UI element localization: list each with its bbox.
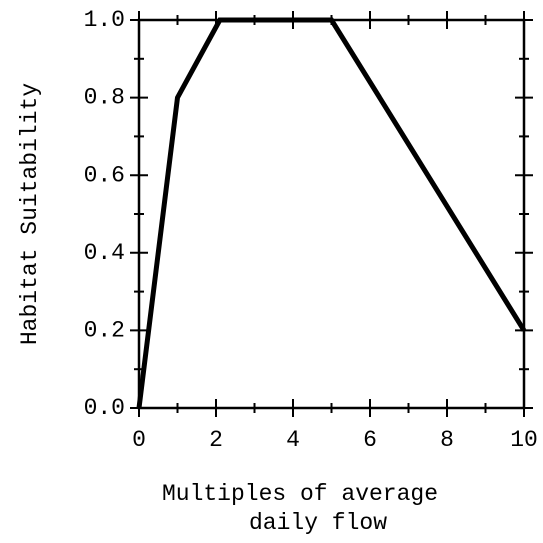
y-tick-label: 0.4: [84, 240, 125, 266]
x-tick-label: 8: [440, 427, 454, 453]
y-tick-label: 0.2: [84, 317, 125, 343]
x-axis-label: daily flow: [249, 510, 387, 536]
x-axis-label: Multiples of average: [162, 481, 438, 507]
x-tick-label: 0: [132, 427, 146, 453]
plot-frame: [137, 18, 526, 410]
data-line: [136, 17, 527, 409]
x-tick-label: 10: [510, 427, 538, 453]
y-tick-label: 0.8: [84, 85, 125, 111]
y-tick-label: 1.0: [84, 7, 125, 33]
x-tick-label: 2: [209, 427, 223, 453]
y-axis-label: Habitat Suitability: [17, 83, 43, 345]
y-tick-label: 0.6: [84, 162, 125, 188]
x-tick-label: 4: [286, 427, 300, 453]
x-tick-label: 6: [363, 427, 377, 453]
y-tick-label: 0.0: [84, 395, 125, 421]
